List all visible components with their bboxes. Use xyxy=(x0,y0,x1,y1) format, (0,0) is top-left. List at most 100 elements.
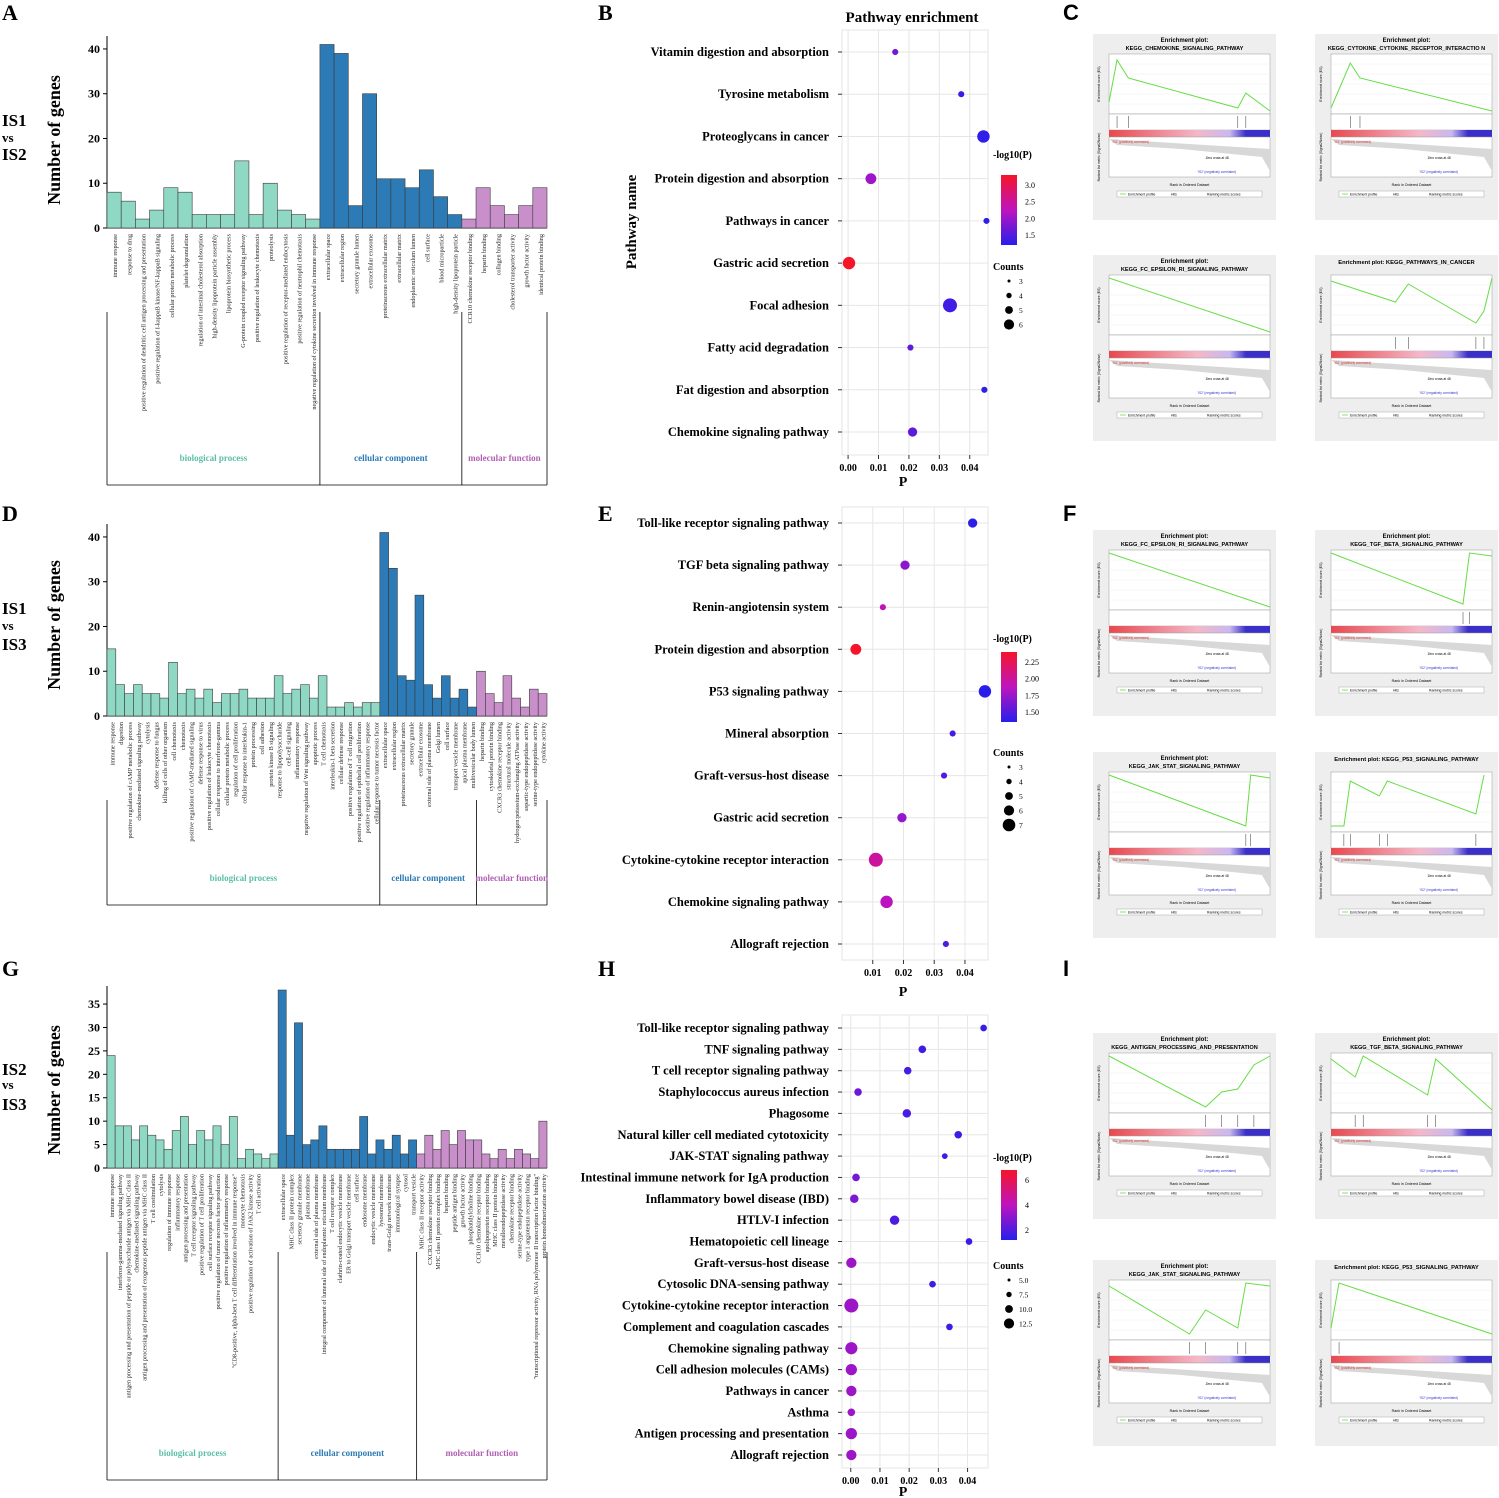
pos-label: 'IS1' (positively correlated) xyxy=(1334,140,1371,144)
comparison-label: IS3 xyxy=(2,635,27,654)
category-label: transport vesicle membrane xyxy=(453,722,460,791)
category-label: "transcriptional repressor activity, RNA… xyxy=(533,1174,540,1380)
pos-label: 'IS1' (positively correlated) xyxy=(1112,361,1149,365)
bar-cc xyxy=(391,1134,401,1169)
hits-area xyxy=(1330,831,1493,849)
bar-cc xyxy=(375,1139,385,1169)
category-label: extracellular region xyxy=(339,234,346,282)
size-legend-label: 12.5 xyxy=(1019,1320,1032,1329)
category-label: response to drug xyxy=(126,234,133,275)
category-label: apolipoprotein receptor binding xyxy=(484,1174,491,1252)
category-label: growth factor activity xyxy=(524,233,531,288)
zero-cross-label: Zero cross at 48 xyxy=(1206,1382,1229,1386)
bar-cc xyxy=(467,706,477,717)
enrichment-profile xyxy=(1330,1055,1493,1111)
bar-mf xyxy=(538,1120,548,1169)
bar-cc xyxy=(310,1139,320,1169)
colorbar-tick: 1.5 xyxy=(1025,231,1035,240)
category-label: endosome membrane xyxy=(362,1174,369,1227)
size-legend-label: 3 xyxy=(1019,763,1023,772)
category-label: heparin binding xyxy=(481,234,488,273)
bar-mf xyxy=(461,218,477,229)
legend-label: Enrichment profile xyxy=(1350,1419,1377,1423)
size-legend-dot xyxy=(1006,778,1012,785)
comparison-label: IS2 xyxy=(2,1060,27,1079)
category-label: lipoprotein biosynthetic process xyxy=(226,233,233,313)
pathway-label: Protein digestion and absorption xyxy=(655,642,829,656)
category-label: "CD8-positive, alpha-beta T cell differe… xyxy=(231,1174,238,1369)
colorbar-title: -log10(P) xyxy=(993,150,1032,161)
pathway-label: Focal adhesion xyxy=(749,298,829,312)
bar-bp xyxy=(353,706,363,717)
neg-label: 'IS2' (negatively correlated) xyxy=(1198,1169,1236,1173)
enrichment-dot xyxy=(981,386,988,393)
enrichment-dot xyxy=(965,1238,973,1245)
ranking-heatbar xyxy=(1331,1129,1492,1136)
colorbar-tick: 3.0 xyxy=(1025,181,1035,190)
category-label: defense response to virus xyxy=(197,721,204,784)
pos-label: 'IS1' (positively correlated) xyxy=(1112,140,1149,144)
bar-mf xyxy=(475,187,491,229)
size-legend-dot xyxy=(1007,765,1011,769)
enrichment-dot xyxy=(844,1298,859,1313)
bar-cc xyxy=(390,178,406,229)
rank-axis-label: Ranked list metric (Signal2Noise) xyxy=(1097,133,1101,182)
category-label: CCR10 chemokine receptor binding xyxy=(467,234,474,324)
category-label: trans-Golgi network membrane xyxy=(386,1174,393,1252)
legend-label: Hits xyxy=(1393,911,1399,915)
legend-label: Ranking metric scores xyxy=(1207,689,1241,693)
bar-bp xyxy=(191,214,207,229)
rank-axis-label: Ranked list metric (Signal2Noise) xyxy=(1319,1132,1323,1181)
legend-label: Hits xyxy=(1171,689,1177,693)
category-label: cholesterol transporter activity xyxy=(510,233,517,310)
es-axis-label: Enrichment score (ES) xyxy=(1319,287,1323,322)
enrichment-dot xyxy=(845,1342,858,1355)
colorbar-tick: 6 xyxy=(1025,1176,1029,1185)
bar-cc xyxy=(318,1125,328,1169)
size-legend-dot xyxy=(1003,805,1015,816)
legend-box xyxy=(1116,1416,1263,1424)
x-tick-label: 0.04 xyxy=(959,1476,977,1487)
bar-mf xyxy=(432,1148,442,1169)
pathway-label: Cytosolic DNA-sensing pathway xyxy=(657,1277,829,1291)
size-legend-dot xyxy=(1002,818,1016,832)
bar-bp xyxy=(203,688,213,717)
rank-axis-label: Ranked list metric (Signal2Noise) xyxy=(1319,1359,1323,1408)
category-label: response to lipopolysaccharide xyxy=(277,722,284,799)
bar-bp xyxy=(124,693,134,717)
legend-label: Enrichment profile xyxy=(1128,911,1155,915)
y-tick-label: 40 xyxy=(88,42,100,56)
enrichment-dot xyxy=(954,1130,963,1139)
category-label: positive regulation of leukocyte chemota… xyxy=(254,233,261,342)
size-legend-label: 3 xyxy=(1019,277,1023,286)
legend-label: Ranking metric scores xyxy=(1429,193,1463,197)
enrichment-dot xyxy=(845,1428,857,1440)
legend-box xyxy=(1338,1189,1485,1197)
category-label: cell surface xyxy=(424,234,431,263)
gsea-plot: Enrichment plot: KEGG_JAK_STAT_SIGNALING_… xyxy=(1093,752,1276,938)
plot-header: Enrichment plot: xyxy=(1161,1264,1209,1270)
comparison-label: vs xyxy=(2,1077,14,1092)
category-label: proteinaceous extracellular matrix xyxy=(382,233,389,318)
category-label: platelet degranulation xyxy=(183,234,190,288)
enrichment-profile xyxy=(1108,552,1271,608)
bar-bp xyxy=(196,1130,206,1169)
bar-mf xyxy=(529,688,539,717)
category-label: apoptotic process xyxy=(312,721,319,765)
ranking-heatbar xyxy=(1331,1356,1492,1363)
category-label: T cell receptor signaling pathway xyxy=(191,1173,198,1257)
group-label: cellular component xyxy=(354,453,428,463)
colorbar-title: -log10(P) xyxy=(993,1153,1032,1164)
y-tick-label: 0 xyxy=(94,1161,100,1175)
category-label: immunological synapse xyxy=(394,1174,401,1233)
legend-label: Hits xyxy=(1171,414,1177,418)
enrichment-dot xyxy=(865,173,877,185)
category-label: regulation of intestinal cholesterol abs… xyxy=(197,234,204,346)
category-label: MHC class II protein complex xyxy=(288,1173,295,1249)
category-label: extracellular space xyxy=(382,722,389,768)
bar-bp xyxy=(344,702,354,717)
x-tick-label: 0.00 xyxy=(842,1476,860,1487)
bar-bp xyxy=(248,214,264,229)
counts-title: Counts xyxy=(993,748,1024,759)
